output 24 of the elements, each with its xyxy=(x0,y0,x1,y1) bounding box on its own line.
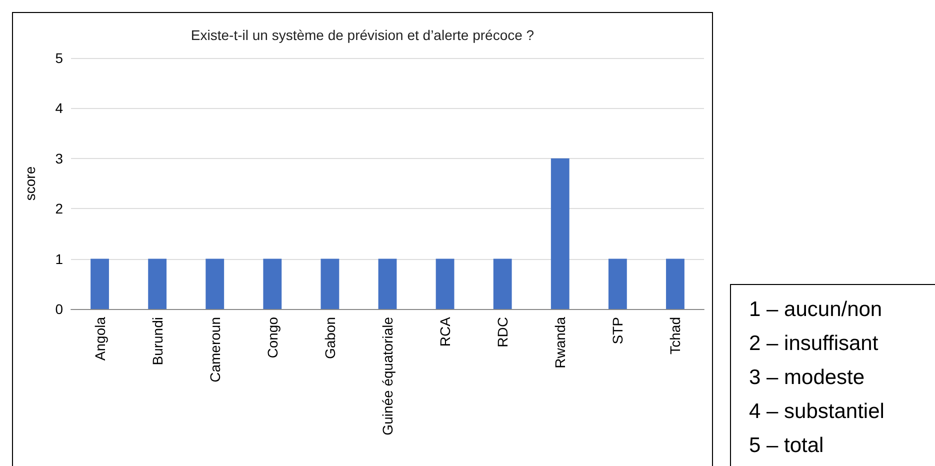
x-tick-label: Gabon xyxy=(322,317,338,360)
x-tick-label: Guinée équatoriale xyxy=(380,316,396,436)
x-tick-label: Rwanda xyxy=(552,316,568,368)
y-tick-label: 0 xyxy=(55,301,64,317)
text: 2 – insuffisant xyxy=(749,331,880,357)
y-tick-label: 1 xyxy=(55,250,64,267)
y-tick-label: 5 xyxy=(55,50,64,66)
x-tick-label: Cameroun xyxy=(206,317,223,382)
text: 5 – total xyxy=(749,433,825,459)
x-tick-label: STP xyxy=(610,317,626,344)
x-tick-label: RDC xyxy=(494,317,511,348)
x-tick-label: Angola xyxy=(92,316,108,361)
chart-title: Existe-t-il un système de prévision et d’alerte précoce ? xyxy=(190,27,534,43)
y-tick-label: 2 xyxy=(55,200,64,217)
x-tick-label: Burundi xyxy=(149,317,166,366)
text: 4 – substantiel xyxy=(749,399,886,425)
text: 1 – aucun/non xyxy=(749,297,884,323)
y-tick-label: 3 xyxy=(55,150,64,166)
text: 3 – modeste xyxy=(749,365,866,391)
x-tick-label: RCA xyxy=(437,316,454,347)
x-tick-label: Tchad xyxy=(667,317,684,354)
y-tick-label: 4 xyxy=(55,100,64,116)
y-axis-title: score xyxy=(22,166,38,201)
x-tick-label: Congo xyxy=(264,316,280,358)
